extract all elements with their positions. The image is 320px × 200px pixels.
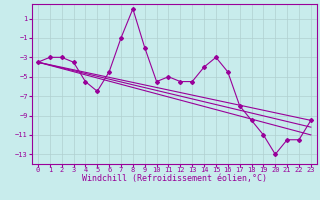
X-axis label: Windchill (Refroidissement éolien,°C): Windchill (Refroidissement éolien,°C) — [82, 174, 267, 183]
